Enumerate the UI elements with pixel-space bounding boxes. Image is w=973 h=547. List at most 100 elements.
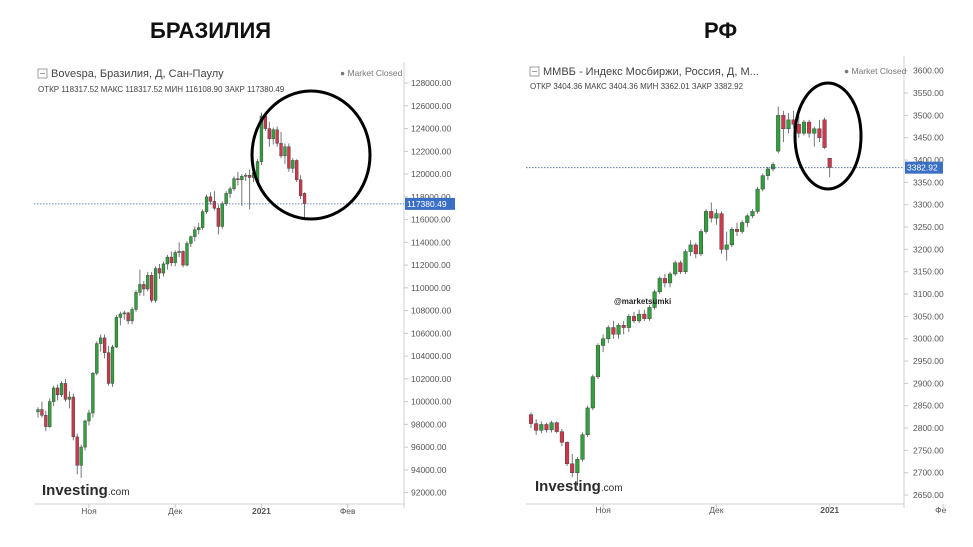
y-tick-label: 2650.00 <box>913 490 944 500</box>
investing-watermark: Investing.com <box>535 478 623 495</box>
y-tick-label: 110000.00 <box>411 283 451 293</box>
candle-body <box>539 424 544 431</box>
candle-body <box>146 275 150 290</box>
investing-watermark: Investing.com <box>42 482 130 499</box>
y-tick-label: 3350.00 <box>913 177 944 187</box>
candle-body <box>220 203 224 227</box>
candle-body <box>575 459 580 473</box>
candle-body <box>55 387 60 396</box>
y-tick-label: 94000.00 <box>411 465 447 475</box>
candle-body <box>91 372 95 414</box>
candle-body <box>631 316 637 322</box>
candle-body <box>570 463 575 473</box>
candle-body <box>75 436 79 466</box>
y-tick-label: 106000.00 <box>411 328 451 338</box>
candle-body <box>585 407 590 436</box>
candle-body <box>683 251 688 272</box>
candle-body <box>216 207 220 227</box>
candle-body <box>580 434 585 460</box>
candle-body <box>224 193 228 204</box>
candle-body <box>232 178 236 190</box>
candle-body <box>652 291 657 308</box>
candle-body <box>554 422 559 432</box>
candle-body <box>740 222 745 232</box>
ohlc-readout: ОТКР 118317.52 МАКС 118317.52 МИН 116108… <box>38 85 285 94</box>
candle-body <box>44 415 48 427</box>
candle-body <box>208 196 213 202</box>
candle-body <box>601 338 606 346</box>
ohlc-readout: ОТКР 3404.36 МАКС 3404.36 МИН 3362.01 ЗА… <box>530 82 744 91</box>
y-tick-label: 3450.00 <box>913 133 944 143</box>
highlight-circle <box>250 89 372 221</box>
candle-body <box>106 352 111 384</box>
candle-body <box>595 345 601 377</box>
candle-body <box>142 284 146 290</box>
candle-body <box>755 188 760 212</box>
y-tick-label: 114000.00 <box>411 237 451 247</box>
candle-body <box>714 213 719 219</box>
candle-body <box>248 174 252 178</box>
y-tick-label: 3200.00 <box>913 244 944 254</box>
y-tick-label: 118000.00 <box>411 192 451 202</box>
y-tick-label: 3550.00 <box>913 88 944 98</box>
candle-body <box>621 325 626 328</box>
russia-heading: РФ <box>704 18 738 43</box>
y-tick-label: 104000.00 <box>411 351 451 361</box>
market-status: ● Market Closed <box>340 68 403 78</box>
y-tick-label: 3150.00 <box>913 267 944 277</box>
candle-body <box>95 343 99 374</box>
candle-body <box>822 119 827 148</box>
candle-body <box>240 176 244 181</box>
candle-body <box>130 309 134 322</box>
collapse-icon <box>529 66 540 77</box>
candle-body <box>827 158 832 168</box>
candle-body <box>817 128 822 138</box>
candle-body <box>118 313 122 318</box>
candle-body <box>295 160 299 181</box>
y-tick-label: 3300.00 <box>913 200 944 210</box>
candle-body <box>807 121 812 134</box>
candle-body <box>637 313 642 322</box>
chart-title: ММВБ - Индекс Мосбиржи, Россия, Д, М... <box>543 66 759 78</box>
candle-body <box>709 211 714 219</box>
collapse-icon <box>37 68 48 79</box>
candle-body <box>796 124 801 134</box>
x-tick-label: Фев <box>935 505 946 515</box>
y-tick-label: 116000.00 <box>411 215 451 225</box>
y-tick-label: 124000.00 <box>411 124 451 134</box>
candle-body <box>48 401 52 427</box>
market-status: ● Market Closed <box>844 66 907 76</box>
candle-body <box>642 313 647 319</box>
candle-body <box>606 327 611 339</box>
candle-body <box>647 307 652 319</box>
watermark-brand: Investing <box>42 482 108 499</box>
y-tick-label: 92000.00 <box>411 488 447 498</box>
candle-body <box>760 175 765 190</box>
y-tick-label: 102000.00 <box>411 374 451 384</box>
y-tick-label: 3500.00 <box>913 110 944 120</box>
candle-body <box>283 146 287 157</box>
candle-body <box>181 251 185 266</box>
candle-body <box>267 128 271 140</box>
candle-body <box>302 193 307 204</box>
candle-body <box>275 129 279 144</box>
candle-body <box>688 244 693 252</box>
candle-body <box>36 409 40 413</box>
candle-body <box>153 268 158 301</box>
candle-body <box>801 121 806 134</box>
candle-body <box>616 325 621 335</box>
y-tick-label: 126000.00 <box>411 101 451 111</box>
candle-body <box>657 278 662 293</box>
candle-body <box>40 409 44 416</box>
y-tick-label: 112000.00 <box>411 260 451 270</box>
candle-body <box>67 396 72 400</box>
candle-body <box>138 284 142 293</box>
candle-body <box>668 273 673 284</box>
y-tick-label: 2850.00 <box>913 401 944 411</box>
candle-body <box>102 337 107 353</box>
candle-body <box>590 376 595 409</box>
candle-body <box>169 256 173 264</box>
candle-body <box>134 292 138 310</box>
candle-body <box>611 327 616 335</box>
candle-body <box>704 211 709 232</box>
